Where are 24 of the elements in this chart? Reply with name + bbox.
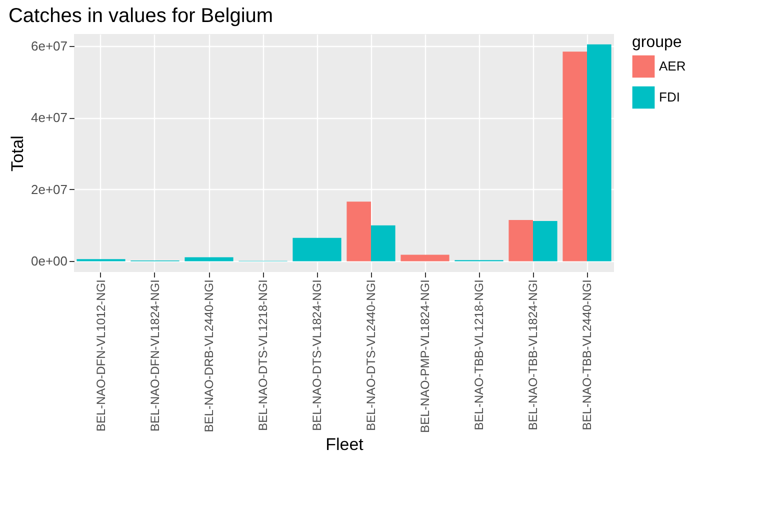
bar [292,238,342,262]
x-tick-label: BEL-NAO-DFN-VL1012-NGI [94,280,108,432]
x-tick-label: BEL-NAO-DTS-VL1824-NGI [310,280,324,431]
legend-title: groupe [632,34,682,51]
x-tick-label: BEL-NAO-DRB-VL2440-NGI [202,280,216,432]
bar [508,220,533,262]
x-tick-label: BEL-NAO-DTS-VL2440-NGI [364,280,378,431]
x-tick-label: BEL-NAO-PMP-VL1824-NGI [418,280,432,433]
x-tick-label: BEL-NAO-TBB-VL1218-NGI [472,280,486,430]
bar [346,202,371,262]
bar [562,52,587,262]
y-tick-label: 6e+07 [30,38,68,54]
y-tick-label: 4e+07 [30,110,68,126]
chart-title: Catches in values for Belgium [8,5,274,27]
legend-label: AER [659,58,686,74]
x-tick-label: BEL-NAO-TBB-VL2440-NGI [580,280,594,430]
y-axis-title: Total [8,136,27,172]
y-tick-label: 0e+00 [30,254,68,269]
x-tick-label: BEL-NAO-TBB-VL1824-NGI [526,280,540,430]
x-tick-label: BEL-NAO-DTS-VL1218-NGI [256,280,270,431]
y-tick-label: 2e+07 [30,182,68,197]
x-axis-title: Fleet [326,434,364,454]
x-tick-label: BEL-NAO-DFN-VL1824-NGI [148,280,162,432]
legend-label: FDI [659,90,680,104]
